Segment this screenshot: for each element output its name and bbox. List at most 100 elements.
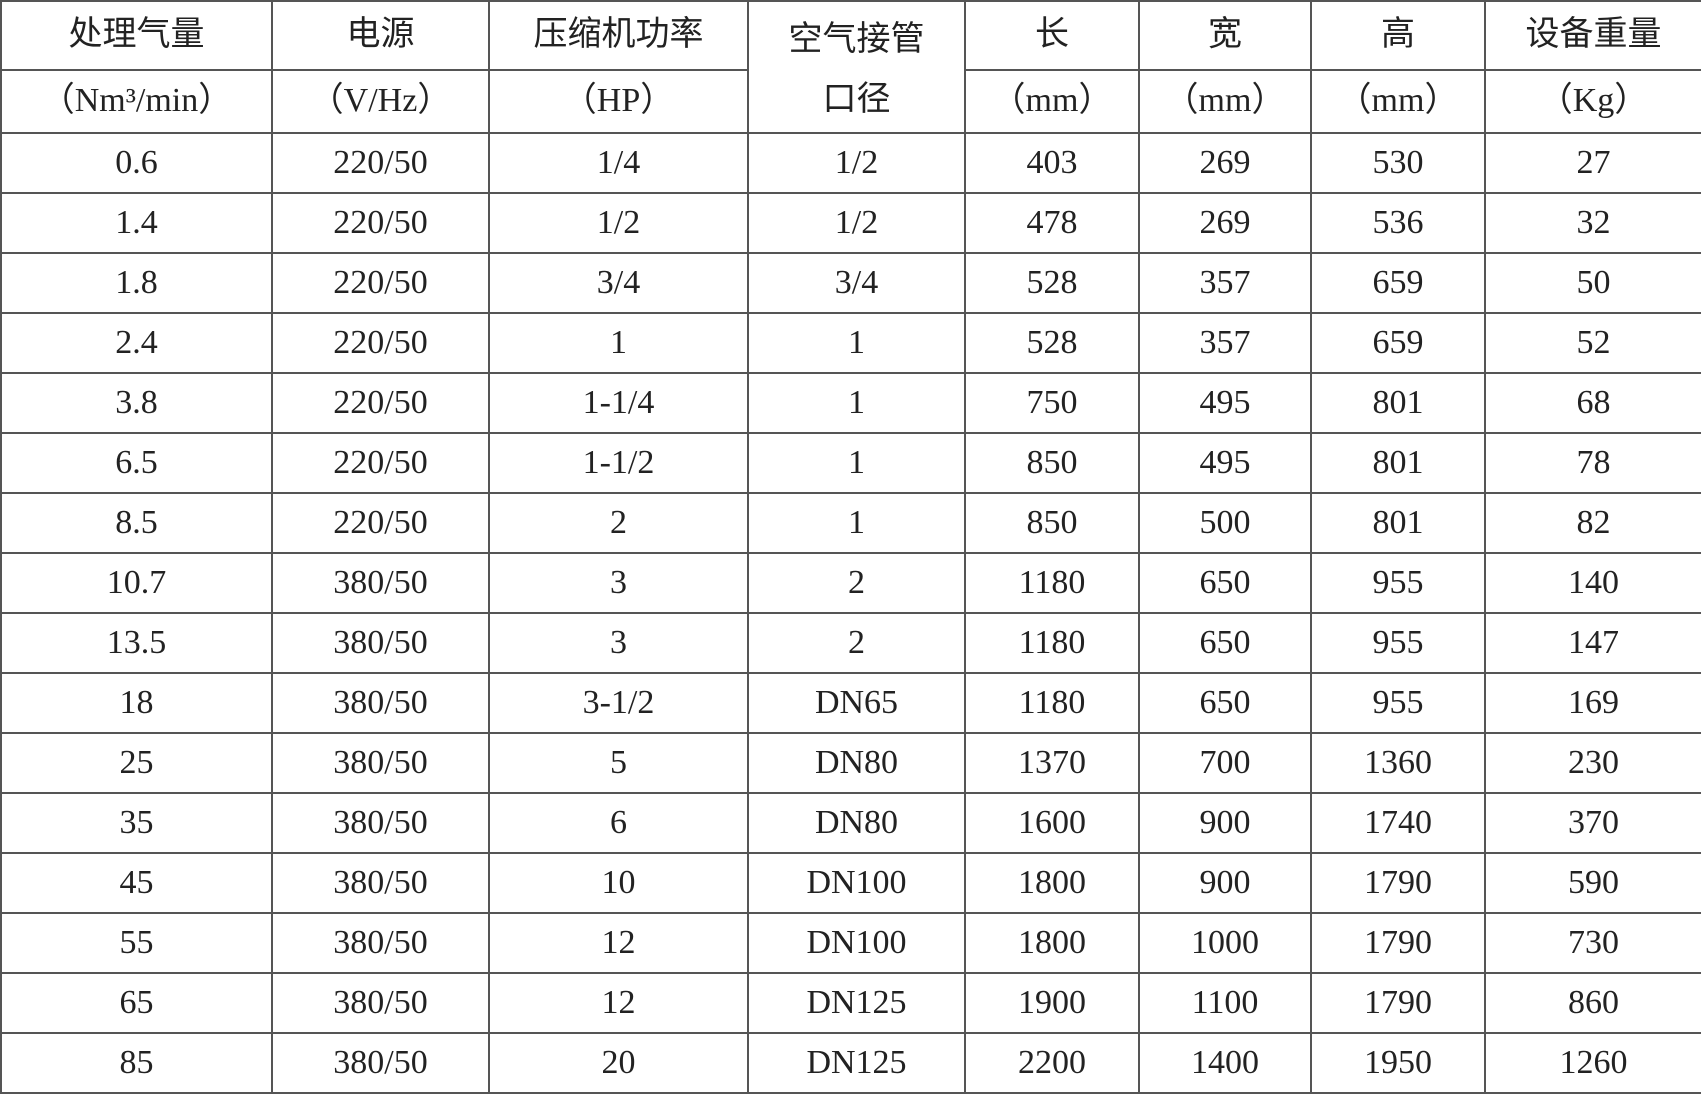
data-cell: 801: [1310, 492, 1486, 554]
data-cell: 1370: [964, 732, 1140, 794]
data-cell: 530: [1310, 132, 1486, 194]
data-row: 6.5 220/50 1-1/2 1 850 495 801 78: [0, 432, 1701, 494]
header-cell: 电源: [271, 0, 490, 71]
data-cell: 1: [488, 312, 749, 374]
data-row: 85 380/50 20 DN125 2200 1400 1950 1260: [0, 1032, 1701, 1094]
data-cell: 380/50: [271, 852, 490, 914]
data-cell: DN65: [747, 672, 966, 734]
data-cell: 380/50: [271, 912, 490, 974]
data-cell: 1000: [1138, 912, 1312, 974]
data-row: 2.4 220/50 1 1 528 357 659 52: [0, 312, 1701, 374]
data-cell: 1-1/2: [488, 432, 749, 494]
data-cell: 500: [1138, 492, 1312, 554]
data-cell: 380/50: [271, 972, 490, 1034]
data-cell: 495: [1138, 432, 1312, 494]
header-cell: 空气接管 口径: [747, 0, 966, 134]
data-row: 18 380/50 3-1/2 DN65 1180 650 955 169: [0, 672, 1701, 734]
header-cell: 高: [1310, 0, 1486, 71]
data-cell: 3-1/2: [488, 672, 749, 734]
data-cell: 860: [1484, 972, 1701, 1034]
data-cell: 750: [964, 372, 1140, 434]
data-cell: 13.5: [0, 612, 273, 674]
header-unit: （Nm³/min）: [0, 68, 273, 135]
data-cell: 2.4: [0, 312, 273, 374]
data-cell: 1/2: [747, 132, 966, 194]
header-cell: 处理气量: [0, 0, 273, 71]
data-cell: 2200: [964, 1032, 1140, 1094]
data-cell: 220/50: [271, 192, 490, 254]
data-cell: 1790: [1310, 852, 1486, 914]
data-cell: 495: [1138, 372, 1312, 434]
data-cell: 78: [1484, 432, 1701, 494]
data-cell: DN100: [747, 912, 966, 974]
header-row: 处理气量 电源 压缩机功率 空气接管 口径长宽高设备重量: [0, 0, 1701, 134]
data-cell: 1600: [964, 792, 1140, 854]
data-cell: 27: [1484, 132, 1701, 194]
data-cell: 220/50: [271, 492, 490, 554]
data-cell: 357: [1138, 312, 1312, 374]
data-cell: 1180: [964, 552, 1140, 614]
data-cell: 20: [488, 1032, 749, 1094]
data-cell: 1950: [1310, 1032, 1486, 1094]
data-cell: 50: [1484, 252, 1701, 314]
data-cell: 220/50: [271, 432, 490, 494]
data-cell: 1: [747, 312, 966, 374]
data-cell: 1790: [1310, 972, 1486, 1034]
data-cell: 650: [1138, 612, 1312, 674]
header-text: 口径: [822, 81, 891, 118]
header-unit: （HP）: [488, 68, 749, 135]
data-cell: 147: [1484, 612, 1701, 674]
data-cell: 536: [1310, 192, 1486, 254]
data-cell: 1.8: [0, 252, 273, 314]
data-cell: 2: [747, 552, 966, 614]
data-cell: 52: [1484, 312, 1701, 374]
data-cell: 955: [1310, 552, 1486, 614]
data-cell: 140: [1484, 552, 1701, 614]
data-cell: 900: [1138, 792, 1312, 854]
data-cell: 1/4: [488, 132, 749, 194]
data-row: 65 380/50 12 DN125 1900 1100 1790 860: [0, 972, 1701, 1034]
data-row: 10.7 380/50 3 2 1180 650 955 140: [0, 552, 1701, 614]
data-cell: 3: [488, 552, 749, 614]
data-cell: 169: [1484, 672, 1701, 734]
data-cell: 659: [1310, 252, 1486, 314]
header-row: （Nm³/min） （V/Hz） （HP） （mm） （mm） （mm） （Kg）: [0, 68, 1701, 135]
data-cell: 1180: [964, 612, 1140, 674]
data-cell: 230: [1484, 732, 1701, 794]
data-cell: 1360: [1310, 732, 1486, 794]
data-cell: 1790: [1310, 912, 1486, 974]
data-cell: 269: [1138, 192, 1312, 254]
data-cell: 85: [0, 1032, 273, 1094]
data-row: 1.4 220/50 1/2 1/2 478 269 536 32: [0, 192, 1701, 254]
data-cell: 220/50: [271, 372, 490, 434]
data-cell: 1/2: [747, 192, 966, 254]
data-cell: 0.6: [0, 132, 273, 194]
data-cell: 269: [1138, 132, 1312, 194]
data-cell: 380/50: [271, 792, 490, 854]
data-cell: DN100: [747, 852, 966, 914]
data-cell: 10.7: [0, 552, 273, 614]
data-cell: 3/4: [488, 252, 749, 314]
data-cell: 850: [964, 432, 1140, 494]
data-cell: 380/50: [271, 732, 490, 794]
data-cell: DN80: [747, 792, 966, 854]
data-cell: 528: [964, 312, 1140, 374]
header-unit: （mm）: [1310, 68, 1486, 135]
data-cell: 380/50: [271, 1032, 490, 1094]
data-cell: 3.8: [0, 372, 273, 434]
data-row: 1.8 220/50 3/4 3/4 528 357 659 50: [0, 252, 1701, 314]
data-cell: 801: [1310, 432, 1486, 494]
data-cell: 1: [747, 432, 966, 494]
data-cell: 650: [1138, 672, 1312, 734]
data-cell: 2: [747, 612, 966, 674]
data-cell: DN125: [747, 1032, 966, 1094]
data-cell: 32: [1484, 192, 1701, 254]
data-cell: 6.5: [0, 432, 273, 494]
data-row: 55 380/50 12 DN100 1800 1000 1790 730: [0, 912, 1701, 974]
data-row: 8.5 220/50 2 1 850 500 801 82: [0, 492, 1701, 554]
data-cell: 478: [964, 192, 1140, 254]
data-cell: 380/50: [271, 672, 490, 734]
data-row: 13.5 380/50 3 2 1180 650 955 147: [0, 612, 1701, 674]
data-cell: 10: [488, 852, 749, 914]
